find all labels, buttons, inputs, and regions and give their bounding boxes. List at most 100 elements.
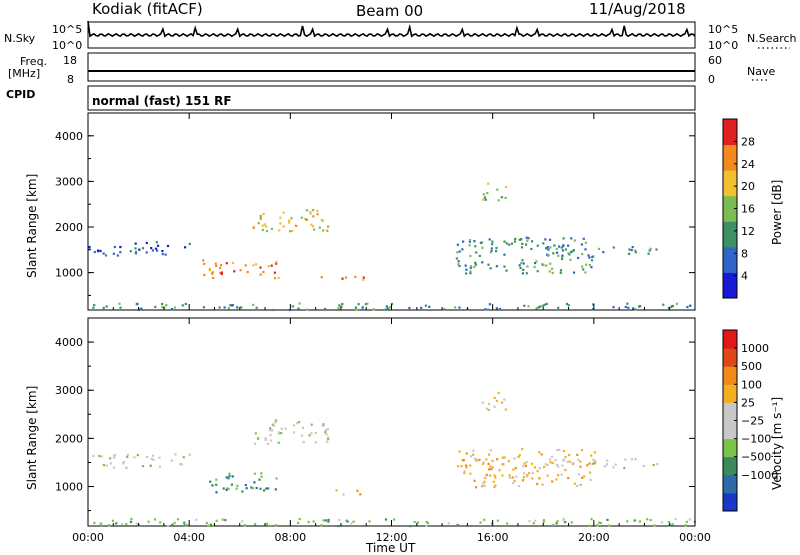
velocity-data-cell [528,520,531,523]
velocity-data-cell [605,463,608,466]
power-data-cell [478,254,481,257]
velocity-data-cell [426,521,430,525]
velocity-data-cell [250,486,253,489]
velocity-data-cell [543,466,546,469]
velocity-data-cell [561,464,564,467]
power-data-cell [136,302,139,305]
power-data-cell [489,251,492,254]
power-data-cell [542,264,545,267]
power-data-cell [580,243,583,246]
velocity-data-cell [603,465,606,468]
velocity-data-cell [546,474,549,477]
nsearch-tick-bottom: 10^0 [708,39,739,52]
velocity-ytick-label: 3000 [55,384,83,397]
power-data-cell [519,238,523,241]
power-colorbar-tick-label: 28 [741,135,755,148]
power-data-cell [520,246,524,249]
velocity-data-cell [228,475,231,478]
power-data-cell [244,264,247,267]
velocity-data-cell [556,449,559,452]
power-data-cell [156,249,159,252]
power-data-cell [469,266,472,269]
velocity-data-cell [624,458,627,461]
power-data-cell [456,251,459,254]
power-data-cell [464,264,467,267]
power-data-cell [480,241,483,244]
power-data-cell [220,272,223,275]
power-data-cell [457,263,460,266]
power-data-cell [531,240,534,243]
power-data-cell [568,253,571,256]
velocity-data-cell [577,473,581,476]
velocity-data-cell [512,468,515,471]
velocity-data-cell [485,473,488,476]
nave-tick-top: 60 [708,54,722,67]
power-data-cell [138,248,141,251]
power-data-cell [273,277,277,280]
power-data-cell [647,252,650,255]
velocity-data-cell [384,518,388,521]
velocity-data-cell [500,401,504,404]
velocity-data-cell [327,520,330,523]
power-colorbar-swatch [723,144,737,171]
power-data-cell [97,249,100,252]
velocity-data-cell [225,488,228,491]
power-data-cell [545,302,548,305]
power-data-cell [582,237,585,240]
velocity-data-cell [464,464,468,467]
velocity-data-cell [482,462,485,466]
power-data-cell [548,270,551,273]
power-data-cell [628,248,631,251]
power-ytick-label: 1000 [55,267,83,280]
power-data-cell [104,254,108,257]
power-data-cell [634,308,637,311]
power-data-cell [337,307,340,310]
velocity-data-cell [536,470,539,473]
power-data-cell [273,271,276,274]
power-data-cell [569,258,572,261]
power-data-cell [536,270,539,273]
velocity-data-cell [588,524,591,527]
velocity-data-cell [507,460,510,463]
power-data-cell [588,264,591,267]
power-data-cell [259,273,262,276]
velocity-data-cell [170,459,173,462]
power-data-cell [88,245,91,249]
velocity-data-cell [98,454,101,458]
freq-tick-bottom: 8 [67,73,74,86]
velocity-data-cell [562,459,565,462]
power-data-cell [326,229,329,232]
power-data-cell [466,308,469,311]
velocity-data-cell [566,460,569,464]
velocity-data-cell [579,465,582,468]
mhz-label: [MHz] [8,67,41,80]
power-data-cell [105,305,108,308]
velocity-data-cell [350,522,353,525]
velocity-data-cell [277,441,280,444]
power-data-cell [482,198,485,201]
power-data-cell [503,265,506,268]
power-data-cell [102,252,105,255]
power-data-cell [495,250,498,253]
velocity-data-cell [515,475,518,478]
velocity-data-cell [472,449,475,452]
velocity-data-cell [256,437,260,440]
velocity-data-cell [517,455,520,459]
velocity-data-cell [133,456,136,459]
velocity-data-cell [511,476,514,479]
velocity-data-cell [513,457,516,460]
power-data-cell [505,269,508,272]
power-data-cell [99,249,102,253]
nsky-tick-bottom: 10^0 [52,39,83,52]
velocity-colorbar-swatch [723,420,737,440]
velocity-data-cell [447,522,450,525]
velocity-data-cell [274,419,278,422]
velocity-data-cell [108,524,111,527]
velocity-data-cell [122,462,125,465]
power-data-cell [496,188,499,191]
power-data-cell [547,248,550,251]
velocity-data-cell [630,458,633,461]
velocity-data-cell [653,524,656,527]
power-colorbar-tick-label: 24 [741,158,755,171]
